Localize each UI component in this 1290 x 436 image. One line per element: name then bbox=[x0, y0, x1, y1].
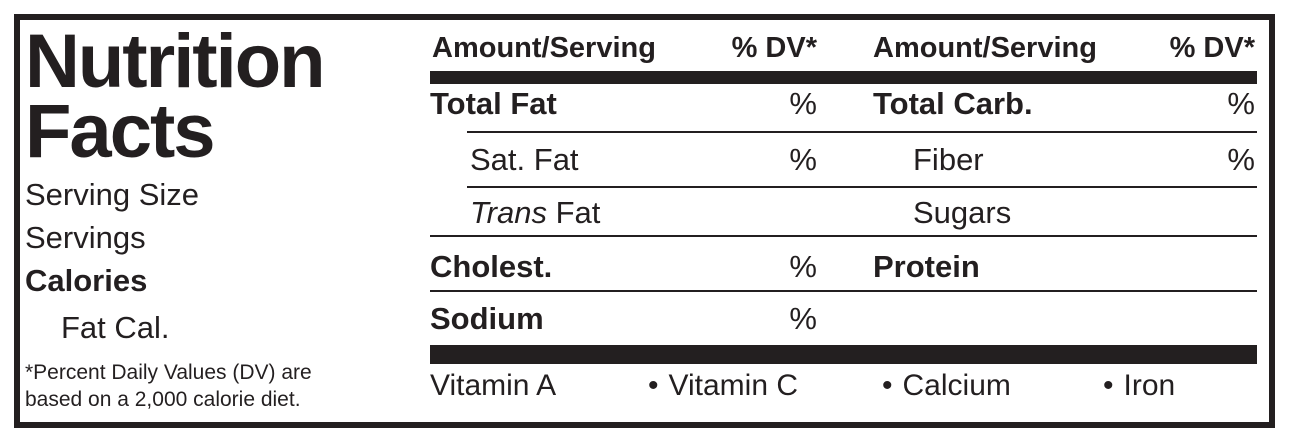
trans-fat-rest-part: Fat bbox=[546, 195, 601, 230]
divider-row2 bbox=[467, 186, 1257, 188]
row-fiber-label: Fiber bbox=[913, 142, 984, 177]
row-total-fat-value: % bbox=[789, 86, 817, 121]
amount-serving-header-right: Amount/Serving bbox=[873, 32, 1097, 64]
footnote-line1: *Percent Daily Values (DV) are bbox=[25, 361, 312, 384]
vitamin-c-label: Vitamin C bbox=[668, 369, 799, 402]
row-trans-fat-label: Trans Fat bbox=[470, 197, 600, 228]
footnote-line2: based on a 2,000 calorie diet. bbox=[25, 388, 301, 411]
footnote: *Percent Daily Values (DV) are based on … bbox=[25, 359, 312, 413]
row-sodium-label: Sodium bbox=[430, 301, 544, 336]
row-sodium-value: % bbox=[789, 301, 817, 336]
calcium-label: Calcium bbox=[902, 369, 1011, 402]
percent-dv-header-left: % DV* bbox=[731, 32, 817, 64]
calcium-item: • Calcium bbox=[882, 371, 1011, 401]
calories-label: Calories bbox=[25, 263, 148, 298]
row-total-carb-value: % bbox=[1227, 86, 1255, 121]
header-separator-bar bbox=[430, 71, 1257, 84]
divider-row4 bbox=[430, 290, 1257, 292]
divider-row3 bbox=[430, 235, 1257, 237]
bullet-icon: • bbox=[1103, 369, 1114, 402]
row-total-fat-label: Total Fat bbox=[430, 86, 557, 121]
percent-dv-header-right: % DV* bbox=[1169, 32, 1255, 64]
iron-label: Iron bbox=[1123, 369, 1176, 402]
label-title-line2: Facts bbox=[25, 89, 216, 174]
fat-cal-label: Fat Cal. bbox=[61, 310, 170, 345]
row-fiber-value: % bbox=[1227, 142, 1255, 177]
row-total-carb-label: Total Carb. bbox=[873, 86, 1033, 121]
row-cholesterol-label: Cholest. bbox=[430, 249, 553, 284]
row-protein-label: Protein bbox=[873, 249, 980, 284]
row-sat-fat-label: Sat. Fat bbox=[470, 142, 579, 177]
row-sugars-label: Sugars bbox=[913, 195, 1012, 230]
vitamin-c-item: • Vitamin C bbox=[648, 371, 798, 401]
trans-fat-italic-part: Trans bbox=[470, 195, 547, 230]
divider-row1 bbox=[467, 131, 1257, 133]
servings-label: Servings bbox=[25, 220, 146, 255]
bullet-icon: • bbox=[648, 369, 659, 402]
row-cholesterol-value: % bbox=[789, 249, 817, 284]
amount-serving-header-left: Amount/Serving bbox=[432, 32, 656, 64]
row-sat-fat-value: % bbox=[789, 142, 817, 177]
bullet-icon: • bbox=[882, 369, 893, 402]
vitamin-a-label: Vitamin A bbox=[430, 369, 557, 402]
footer-separator-bar bbox=[430, 345, 1257, 364]
label-title-line1: Nutrition bbox=[25, 19, 326, 104]
iron-item: • Iron bbox=[1103, 371, 1175, 401]
serving-size-label: Serving Size bbox=[25, 177, 200, 212]
